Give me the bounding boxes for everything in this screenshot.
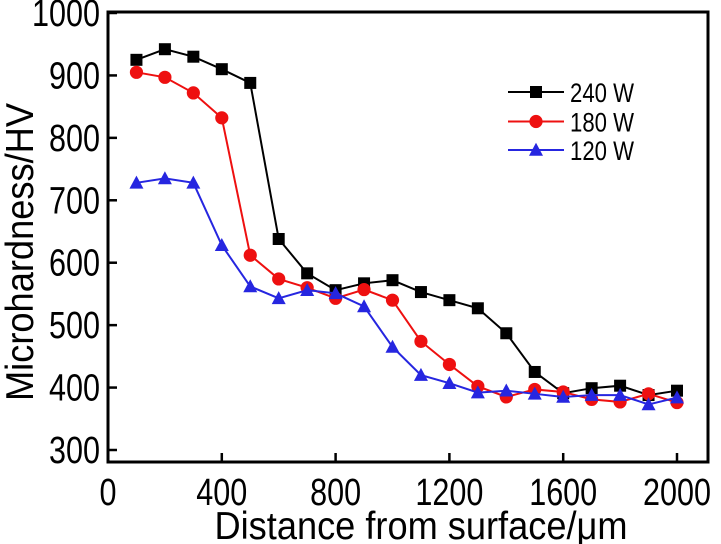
data-point-marker [215,111,229,125]
series-line-120-w [136,177,678,406]
data-point-marker [529,142,543,156]
data-point-marker [641,397,656,411]
data-point-marker [584,387,599,401]
data-point-marker [471,302,484,315]
data-point-marker [158,70,172,84]
data-point-marker [187,50,200,63]
legend-label: 180 W [570,108,634,138]
data-point-marker [500,327,513,340]
data-point-marker [130,53,143,66]
data-point-marker [244,76,257,89]
series-120-w [129,171,684,411]
data-point-marker [670,390,684,404]
data-point-marker [414,334,428,348]
data-point-marker [158,43,171,56]
x-tick-label: 1200 [415,472,483,514]
legend-item-180-w: 180 W [508,108,634,138]
data-point-marker [641,387,656,401]
data-point-marker [357,282,371,297]
data-point-marker [529,114,543,129]
y-axis-label: Microhardness/HV [0,103,42,401]
x-tick-label: 2000 [643,472,711,514]
x-tick-label: 400 [196,472,247,514]
data-point-marker [186,175,201,189]
data-point-marker [328,286,343,300]
data-point-marker [215,63,228,76]
legend-item-120-w: 120 W [508,136,634,166]
data-point-marker [443,294,456,307]
legend-item-240-w: 240 W [508,78,634,108]
y-tick-label: 500 [49,305,100,347]
data-point-marker [413,367,428,381]
data-point-marker [556,389,571,403]
x-tick-label: 0 [100,472,117,514]
data-point-marker [470,385,485,399]
series-layer [129,43,684,411]
legend-label: 120 W [570,136,634,166]
data-point-marker [385,293,400,307]
data-point-marker [528,365,541,378]
y-tick-label: 900 [49,55,100,97]
data-point-marker [385,339,400,353]
data-point-marker [499,383,514,397]
y-tick-label: 600 [49,243,100,285]
data-point-marker [243,248,257,262]
y-tick-label: 1000 [32,0,100,35]
data-point-marker [442,357,456,372]
data-point-marker [301,267,314,280]
y-tick-label: 700 [49,180,100,222]
data-point-marker [243,279,258,293]
data-point-marker [272,272,286,286]
data-point-marker [386,274,399,287]
data-point-marker [129,65,144,79]
axes-layer: 0 400 800 1200 1600 2000 300 400 500 600 700 800 900… [32,0,711,514]
x-tick-label: 1600 [529,472,597,514]
data-point-marker [157,171,172,185]
data-point-marker [272,232,285,245]
x-tick-label: 800 [310,472,361,514]
data-point-marker [300,282,315,296]
data-point-marker [614,379,627,392]
plot-border [106,10,710,464]
data-point-marker [527,386,542,400]
y-tick-label: 300 [49,430,100,472]
data-point-marker [271,291,286,305]
data-point-marker [129,175,144,189]
legend-label: 240 W [570,78,634,108]
data-point-marker [357,299,372,313]
x-axis-label: Distance from surface/μm [215,505,628,544]
data-point-marker [214,238,229,252]
data-point-marker [530,86,542,98]
data-point-marker [442,376,457,390]
y-tick-label: 800 [49,118,100,160]
data-point-marker [414,286,427,299]
y-tick-label: 400 [49,368,100,410]
data-point-marker [186,86,200,100]
data-point-marker [613,387,628,401]
